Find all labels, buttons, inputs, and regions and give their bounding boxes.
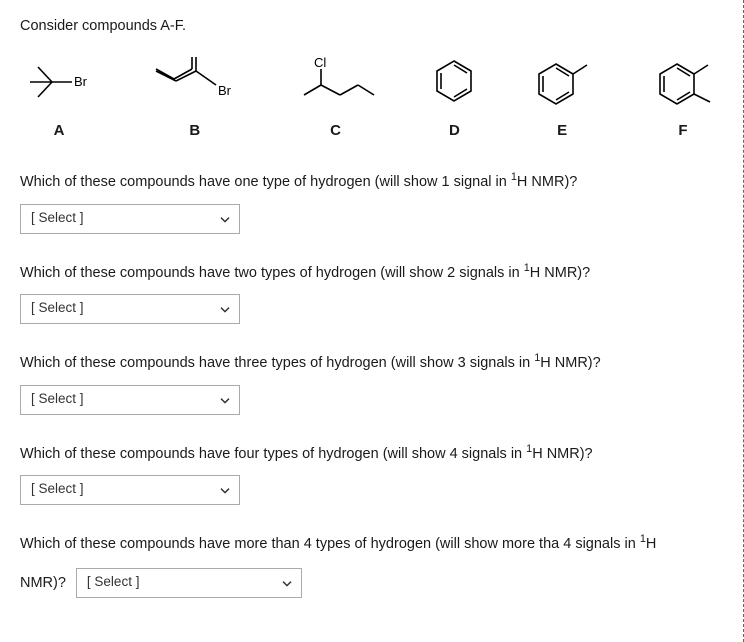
- structure-d: [431, 52, 477, 112]
- q2-before: Which of these compounds have two types …: [20, 264, 524, 280]
- select-q3[interactable]: [ Select ]: [20, 385, 240, 415]
- q3-before: Which of these compounds have three type…: [20, 355, 534, 371]
- compounds-row: Br A Br: [20, 52, 723, 139]
- q5-mid: H: [646, 536, 656, 552]
- question-1-text: Which of these compounds have one type o…: [20, 169, 723, 194]
- select-q5-value: [ Select ]: [77, 569, 301, 594]
- label-f: F: [678, 122, 687, 139]
- select-q5[interactable]: [ Select ]: [76, 568, 302, 598]
- br-label-b: Br: [218, 83, 232, 98]
- q2-after: H NMR)?: [530, 264, 590, 280]
- q1-after: H NMR)?: [517, 174, 577, 190]
- br-label-a: Br: [74, 74, 88, 89]
- cl-label-c: Cl: [314, 55, 326, 70]
- compound-a: Br A: [24, 52, 94, 139]
- question-1: Which of these compounds have one type o…: [20, 169, 723, 234]
- select-q1[interactable]: [ Select ]: [20, 204, 240, 234]
- select-q1-value: [ Select ]: [21, 205, 239, 230]
- structure-b: Br: [150, 52, 240, 112]
- select-q3-value: [ Select ]: [21, 386, 239, 411]
- q4-after: H NMR)?: [532, 446, 592, 462]
- select-q2-value: [ Select ]: [21, 295, 239, 320]
- question-3: Which of these compounds have three type…: [20, 350, 723, 415]
- question-4: Which of these compounds have four types…: [20, 441, 723, 506]
- select-q2[interactable]: [ Select ]: [20, 294, 240, 324]
- q1-before: Which of these compounds have one type o…: [20, 174, 511, 190]
- label-a: A: [54, 122, 65, 139]
- label-e: E: [557, 122, 567, 139]
- compound-b: Br B: [150, 52, 240, 139]
- compound-e: E: [533, 52, 591, 139]
- question-2: Which of these compounds have two types …: [20, 260, 723, 325]
- label-d: D: [449, 122, 460, 139]
- q5-inline-label: NMR)?: [20, 575, 66, 591]
- intro-text: Consider compounds A-F.: [20, 18, 723, 34]
- label-b: B: [189, 122, 200, 139]
- q5-before: Which of these compounds have more than …: [20, 536, 640, 552]
- q4-before: Which of these compounds have four types…: [20, 446, 526, 462]
- label-c: C: [330, 122, 341, 139]
- compound-f: F: [647, 52, 719, 139]
- structure-e: [533, 52, 591, 112]
- compound-c: Cl C: [296, 52, 376, 139]
- question-4-text: Which of these compounds have four types…: [20, 441, 723, 466]
- structure-c: Cl: [296, 52, 376, 112]
- structure-f: [647, 52, 719, 112]
- compound-d: D: [431, 52, 477, 139]
- question-3-text: Which of these compounds have three type…: [20, 350, 723, 375]
- select-q4[interactable]: [ Select ]: [20, 475, 240, 505]
- q3-after: H NMR)?: [540, 355, 600, 371]
- question-2-text: Which of these compounds have two types …: [20, 260, 723, 285]
- question-5-text-line1: Which of these compounds have more than …: [20, 531, 723, 556]
- select-q4-value: [ Select ]: [21, 476, 239, 501]
- structure-a: Br: [24, 52, 94, 112]
- question-5: Which of these compounds have more than …: [20, 531, 723, 598]
